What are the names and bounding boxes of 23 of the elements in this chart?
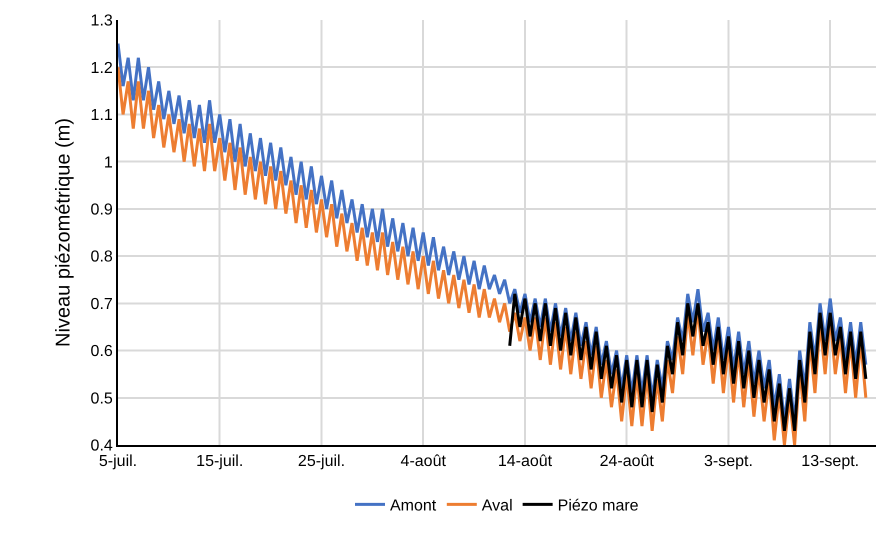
legend-label: Piézo mare [558,498,639,515]
legend-label: Aval [482,498,513,515]
y-tick-label: 0.9 [90,201,113,218]
line-series [508,292,868,432]
x-tick-label: 5-juil. [98,453,138,470]
y-tick-label: 1.3 [90,12,113,30]
x-tick-label: 14-août [498,453,553,470]
y-axis-title: Niveau piézométrique (m) [52,118,75,347]
y-tick-label: 0.7 [90,296,113,313]
y-tick-label: 0.6 [90,343,113,360]
x-tick-label: 25-juil. [298,453,346,470]
y-tick-label: 1 [104,154,113,172]
x-tick-label: 15-juil. [196,453,244,470]
x-tick-label: 13-sept. [801,453,860,470]
x-tick-label: 4-août [400,453,446,470]
y-tick-label: 1.1 [90,107,113,124]
y-tick-label: 0.8 [90,248,113,266]
x-tick-label: 3-sept. [704,453,753,470]
x-tick-label: 24-août [600,453,654,470]
y-tick-label: 1.2 [90,60,113,77]
y-tick-label: 0.5 [90,390,113,408]
y-tick-label: 0.4 [90,438,113,455]
legend-label: Amont [390,498,437,515]
